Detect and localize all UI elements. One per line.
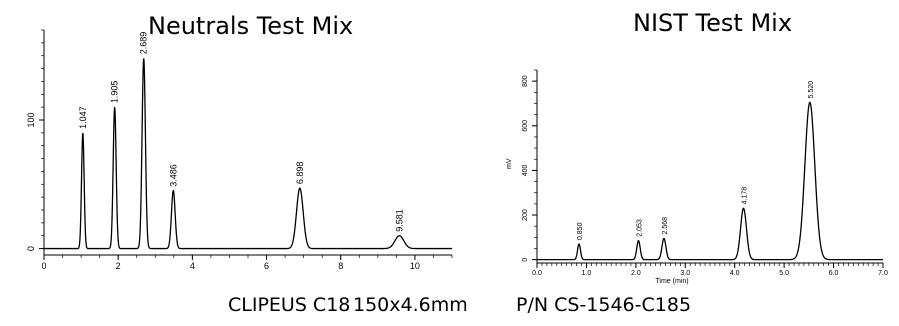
neutrals-chart-title: Neutrals Test Mix [148, 12, 354, 40]
peak-label: 0.850 [577, 222, 584, 240]
peak-label: 4.178 [742, 187, 749, 205]
y-tick-label: 400 [522, 164, 529, 176]
x-tick-label: 2.0 [631, 270, 641, 277]
column-name: CLIPEUS C18 [228, 294, 351, 316]
y-tick-label: 200 [522, 209, 529, 221]
x-tick-label: 4.0 [730, 270, 740, 277]
y-tick-label: 0 [26, 246, 36, 251]
x-tick-label: 8 [338, 261, 343, 271]
peak-label: 6.898 [295, 162, 305, 185]
y-tick-label: 600 [522, 120, 529, 132]
y-tick-label: 100 [26, 112, 36, 127]
x-tick-label: 6.0 [829, 270, 839, 277]
part-number: P/N CS-1546-C185 [516, 294, 692, 316]
peak-label: 3.486 [168, 164, 178, 187]
chromatogram-trace [44, 58, 452, 250]
peak-label: 1.905 [110, 81, 120, 104]
x-tick-label: 4 [190, 261, 195, 271]
x-tick-label: 10 [410, 261, 420, 271]
column-dimensions: 150x4.6mm [353, 294, 468, 316]
peak-label: 2.568 [662, 217, 669, 235]
y-axis-label: mV [506, 158, 513, 169]
nist-chromatogram: 0.0 1.0 2.0 3.0 4.0 5.0 6.0 7.0 0 200 400 600 800 Tim… [506, 69, 888, 285]
x-tick-label: 2 [116, 261, 121, 271]
x-tick-label: 0 [41, 261, 46, 271]
peak-label: 5.520 [808, 81, 815, 99]
peak-label: 1.047 [78, 106, 88, 129]
y-tick-label: 800 [522, 75, 529, 87]
peak-label: 2.689 [139, 32, 149, 55]
y-tick-label: 0 [522, 258, 529, 262]
x-axis-label: Time (min) [655, 278, 688, 285]
x-tick-label: 6 [264, 261, 269, 271]
x-tick-label: 5.0 [779, 270, 789, 277]
x-tick-label: 7.0 [878, 270, 888, 277]
nist-chart-title: NIST Test Mix [633, 9, 793, 37]
x-tick-label: 3.0 [680, 270, 690, 277]
peak-label: 9.581 [394, 209, 404, 232]
x-tick-label: 1.0 [582, 270, 592, 277]
x-tick-label: 0.0 [532, 270, 542, 277]
peak-label: 2.053 [636, 219, 643, 237]
chromatogram-trace [537, 101, 883, 261]
axis-ticks [39, 29, 453, 260]
axis-ticks [532, 69, 884, 268]
